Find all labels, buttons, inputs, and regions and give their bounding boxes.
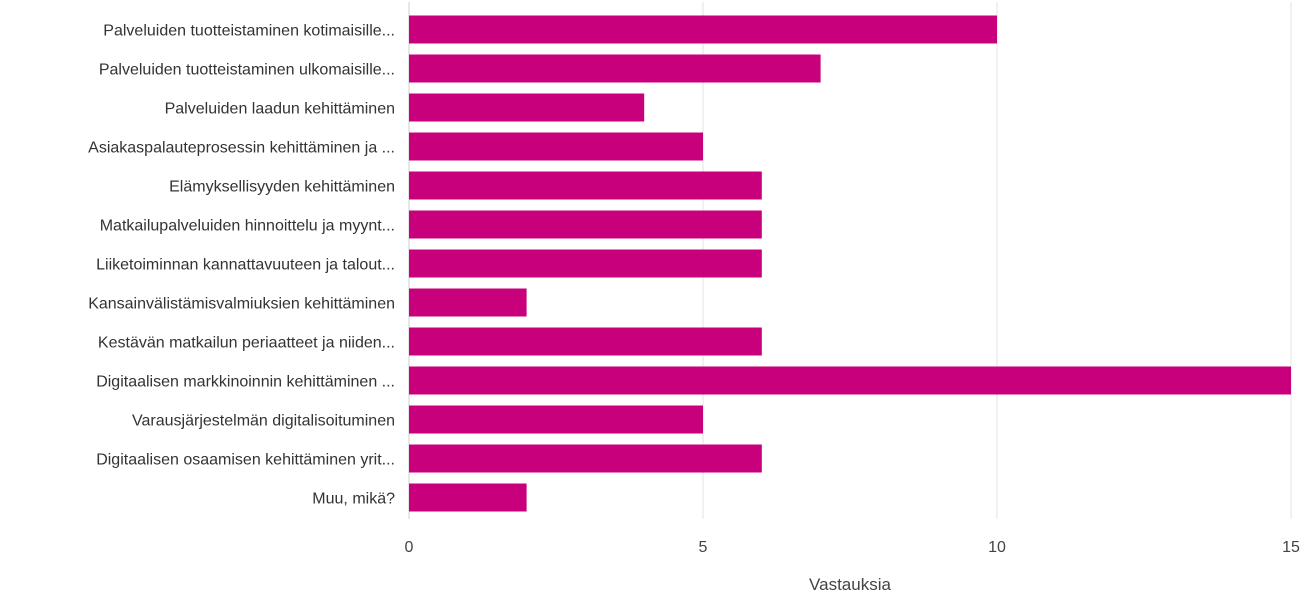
bar [409,171,762,200]
bars [409,15,1291,512]
category-label: Kestävän matkailun periaatteet ja niiden… [98,335,395,352]
bar [409,210,762,239]
category-label: Palveluiden laadun kehittäminen [165,101,395,118]
category-label: Kansainvälistämisvalmiuksien kehittämine… [88,296,395,313]
bar [409,405,703,434]
category-label: Digitaalisen markkinoinnin kehittäminen … [96,374,395,391]
x-axis-title: Vastauksia [809,575,891,594]
bar [409,249,762,278]
category-label: Muu, mikä? [312,491,395,508]
x-tick-label: 5 [699,539,708,556]
bar [409,483,527,512]
bar [409,327,762,356]
category-label: Digitaalisen osaamisen kehittäminen yrit… [96,452,395,469]
bar [409,15,997,44]
bar [409,132,703,161]
bar [409,444,762,473]
category-label: Asiakaspalauteprosessin kehittäminen ja … [88,140,395,157]
x-tick-label: 10 [988,539,1006,556]
category-label: Elämyksellisyyden kehittäminen [169,179,395,196]
category-label: Matkailupalveluiden hinnoittelu ja myynt… [100,218,395,235]
bar [409,54,821,83]
category-labels: Palveluiden tuotteistaminen kotimaisille… [88,23,395,508]
x-tick-label: 15 [1282,539,1300,556]
category-label: Palveluiden tuotteistaminen ulkomaisille… [99,62,395,79]
x-tick-labels: 0 5 10 15 [405,539,1300,556]
category-label: Liiketoiminnan kannattavuuteen ja talout… [96,257,395,274]
bar [409,366,1291,395]
category-label: Varausjärjestelmän digitalisoituminen [132,413,395,430]
category-label: Palveluiden tuotteistaminen kotimaisille… [103,23,395,40]
bar [409,288,527,317]
bar [409,93,645,122]
x-tick-label: 0 [405,539,414,556]
